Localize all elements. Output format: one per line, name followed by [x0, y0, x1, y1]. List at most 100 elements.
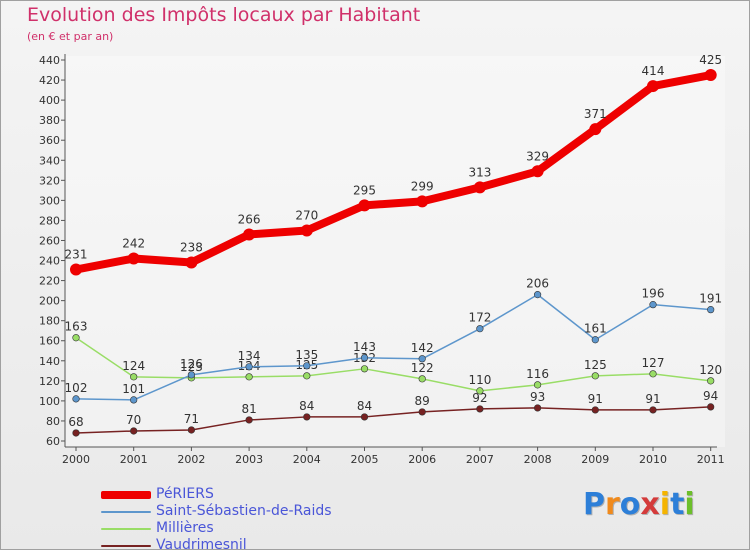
data-label-vaudrimesnil: 71 [184, 412, 199, 426]
data-label-saint-sebastien: 134 [238, 349, 261, 363]
logo-letter: x [640, 487, 660, 522]
data-point-millieres [360, 365, 369, 373]
y-tick-label: 320 [39, 174, 60, 187]
data-point-millieres [476, 387, 484, 395]
data-point-periers [185, 256, 198, 269]
data-point-saint-sebastien [303, 362, 311, 370]
data-point-vaudrimesnil [245, 416, 253, 424]
data-point-vaudrimesnil [649, 406, 657, 414]
logo-letter: i [659, 487, 671, 522]
data-point-periers [416, 195, 429, 208]
data-label-periers: 414 [642, 64, 665, 78]
data-point-periers [589, 123, 602, 136]
data-point-millieres [245, 373, 253, 381]
y-tick-label: 220 [39, 275, 60, 288]
data-label-vaudrimesnil: 81 [241, 402, 256, 416]
y-tick-label: 380 [39, 114, 60, 127]
data-point-periers [704, 69, 717, 82]
chart-title: Evolution des Impôts locaux par Habitant [27, 4, 421, 26]
data-label-vaudrimesnil: 91 [588, 392, 603, 406]
data-label-periers: 313 [468, 165, 491, 179]
data-label-periers: 266 [238, 212, 261, 226]
data-point-saint-sebastien [649, 301, 657, 309]
data-point-vaudrimesnil [418, 408, 426, 416]
logo-letter: o [619, 487, 641, 522]
series-line-vaudrimesnil [75, 406, 712, 434]
data-label-periers: 329 [526, 149, 549, 163]
data-point-vaudrimesnil [591, 406, 599, 414]
data-label-millieres: 110 [468, 373, 491, 387]
data-label-saint-sebastien: 142 [411, 341, 434, 355]
data-point-millieres [303, 372, 311, 380]
data-point-millieres [649, 370, 657, 378]
data-point-millieres [591, 372, 599, 380]
legend-label-saint-sebastien: Saint-Sébastien-de-Raids [156, 503, 332, 519]
data-label-millieres: 125 [584, 358, 607, 372]
x-tick-label: 2009 [581, 453, 609, 466]
data-label-periers: 295 [353, 183, 376, 197]
logo-letter: t [670, 487, 685, 522]
data-point-periers [70, 263, 82, 276]
x-tick-label: 2007 [466, 453, 494, 466]
x-tick-label: 2005 [351, 453, 379, 466]
y-tick-label: 60 [46, 435, 60, 448]
data-label-millieres: 127 [642, 356, 665, 370]
y-tick-label: 280 [39, 214, 60, 227]
data-point-saint-sebastien [418, 355, 426, 363]
data-label-saint-sebastien: 191 [699, 292, 722, 306]
y-tick-label: 240 [39, 255, 60, 268]
x-tick-label: 2004 [293, 453, 321, 466]
data-point-millieres [533, 381, 542, 389]
data-label-saint-sebastien: 196 [642, 287, 665, 301]
data-point-vaudrimesnil [533, 404, 542, 412]
x-tick-label: 2008 [524, 453, 552, 466]
data-label-periers: 299 [411, 179, 434, 193]
x-tick-label: 2003 [235, 453, 263, 466]
legend-swatch-saint-sebastien [101, 511, 151, 513]
data-point-periers [358, 199, 371, 212]
data-label-vaudrimesnil: 84 [299, 399, 314, 413]
series-line-millieres [75, 336, 712, 392]
data-point-saint-sebastien [476, 325, 484, 333]
legend-swatch-vaudrimesnil [101, 545, 151, 547]
data-label-periers: 425 [699, 53, 722, 67]
data-point-saint-sebastien [72, 395, 80, 403]
data-point-vaudrimesnil [303, 413, 311, 421]
data-label-vaudrimesnil: 84 [357, 399, 372, 413]
x-tick-label: 2011 [697, 453, 725, 466]
data-point-periers [531, 165, 544, 178]
data-label-millieres: 116 [526, 367, 549, 381]
data-label-saint-sebastien: 172 [468, 311, 491, 325]
y-tick-label: 300 [39, 194, 60, 207]
data-label-millieres: 120 [699, 363, 722, 377]
data-label-saint-sebastien: 161 [584, 322, 607, 336]
data-label-millieres: 122 [411, 361, 434, 375]
y-tick-label: 440 [39, 54, 60, 67]
y-tick-label: 200 [39, 295, 60, 308]
data-point-saint-sebastien [591, 336, 599, 344]
y-tick-label: 120 [39, 375, 60, 388]
data-point-periers [300, 224, 313, 237]
data-point-periers [473, 181, 486, 194]
data-label-vaudrimesnil: 70 [126, 413, 141, 427]
data-point-saint-sebastien [533, 291, 542, 299]
logo-letter: P [583, 487, 605, 522]
legend-label-millieres: Millières [156, 520, 214, 536]
y-tick-label: 160 [39, 335, 60, 348]
data-label-saint-sebastien: 102 [65, 381, 88, 395]
data-label-periers: 371 [584, 107, 607, 121]
y-tick-label: 400 [39, 94, 60, 107]
data-point-saint-sebastien [707, 306, 715, 314]
x-tick-label: 2006 [408, 453, 436, 466]
logo-letter: r [605, 487, 620, 522]
plot-area [65, 56, 725, 447]
x-tick-label: 2001 [120, 453, 148, 466]
y-tick-label: 80 [46, 415, 60, 428]
series-line-saint-sebastien [75, 293, 712, 401]
data-point-saint-sebastien [360, 354, 369, 362]
y-tick-label: 340 [39, 154, 60, 167]
data-label-saint-sebastien: 126 [180, 357, 203, 371]
proxiti-logo: Proxiti [583, 487, 695, 522]
y-tick-label: 140 [39, 355, 60, 368]
